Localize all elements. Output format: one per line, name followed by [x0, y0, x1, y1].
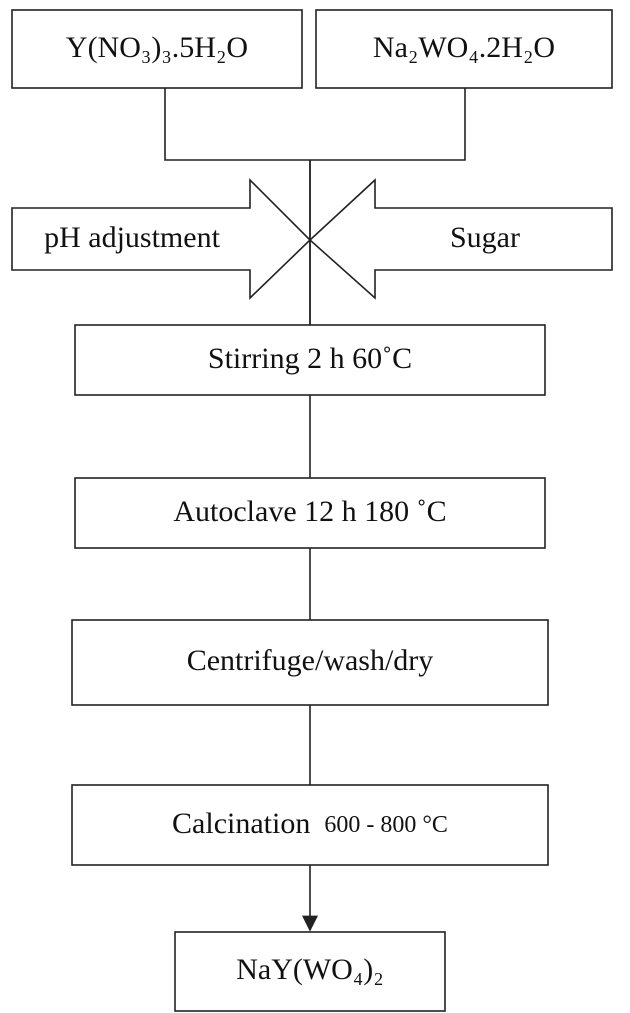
step-label: Centrifuge/wash/dry	[187, 644, 434, 677]
step-label: Stirring 2 h 60˚C	[208, 342, 412, 375]
product-label: NaY(WO₄)₂	[236, 953, 384, 986]
step-box	[74, 477, 546, 549]
precursor-label: Na₂WO₄.2H₂O	[373, 31, 555, 64]
block-arrow	[11, 178, 312, 300]
step-label: Calcination 600 - 800 °C	[172, 807, 448, 840]
input-label: pH adjustment	[44, 221, 220, 254]
step-box	[71, 619, 549, 706]
precursor-label: Y(NO₃)₃.5H₂O	[66, 31, 248, 64]
step-detail: 600 - 800 °C	[324, 812, 448, 838]
product-box	[174, 931, 446, 1012]
precursor-box	[315, 9, 613, 89]
block-arrow	[308, 178, 613, 300]
connector	[164, 88, 466, 161]
step-label: Autoclave 12 h 180 ˚C	[173, 495, 446, 528]
step-name: Calcination	[172, 807, 310, 840]
step-box	[71, 784, 549, 866]
input-label: Sugar	[450, 221, 520, 254]
precursor-box	[11, 9, 303, 89]
